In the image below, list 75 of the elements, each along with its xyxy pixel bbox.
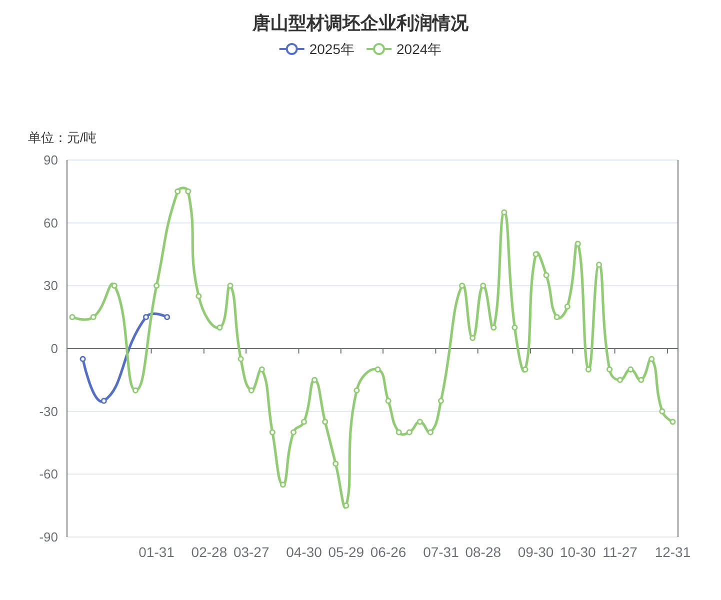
point: [322, 418, 328, 425]
point: [543, 272, 550, 278]
point: [269, 429, 276, 436]
x-tick-label: 07-31: [423, 544, 460, 560]
point: [585, 366, 592, 372]
point: [617, 376, 624, 383]
point: [164, 314, 170, 320]
point: [480, 282, 486, 289]
point: [385, 398, 392, 404]
point: [80, 356, 86, 362]
point: [648, 356, 655, 362]
point: [100, 398, 107, 404]
point: [332, 460, 339, 467]
point: [312, 376, 318, 383]
point: [300, 418, 308, 425]
point: [670, 418, 676, 425]
point: [512, 324, 518, 331]
point: [153, 282, 160, 289]
chart-title: 唐山型材调坯企业利润情况: [252, 13, 470, 33]
point: [554, 314, 560, 320]
point: [574, 240, 581, 247]
point: [606, 366, 613, 372]
point: [396, 429, 402, 436]
point: [416, 418, 423, 425]
x-tick-label: 02-28: [191, 544, 228, 560]
point: [659, 408, 666, 414]
point: [501, 209, 508, 216]
y-tick-label: -90: [39, 530, 58, 544]
point: [458, 282, 466, 289]
y-axis-title: 单位：元/吨: [28, 130, 97, 145]
point: [438, 398, 444, 404]
x-tick-label: 03-27: [233, 544, 270, 560]
y-tick-label: 0: [50, 341, 58, 356]
point: [374, 366, 381, 372]
point: [142, 314, 150, 320]
x-tick-label: 11-27: [602, 544, 638, 560]
y-tick-label: -30: [39, 404, 58, 419]
point: [470, 334, 476, 342]
point: [596, 262, 602, 268]
y-tick-label: 90: [44, 152, 58, 168]
point: [638, 376, 644, 383]
x-tick-label: 04-30: [286, 544, 322, 560]
y-tick-label: 30: [44, 278, 58, 294]
point: [196, 293, 202, 300]
point: [427, 429, 434, 436]
point: [216, 324, 223, 331]
x-tick-label: 01-31: [138, 544, 175, 560]
point: [132, 387, 139, 394]
x-tick-label: 08-28: [465, 544, 502, 560]
point: [248, 387, 254, 394]
point: [90, 314, 96, 320]
point: [238, 356, 244, 362]
x-tick-label: 06-26: [370, 544, 406, 560]
point: [111, 282, 118, 289]
x-tick-label: 10-30: [560, 544, 596, 560]
point: [628, 366, 634, 372]
point: [406, 429, 412, 436]
point: [174, 188, 181, 194]
point: [185, 188, 192, 194]
point: [490, 324, 497, 331]
x-tick-label: 09-30: [518, 544, 554, 560]
point: [290, 429, 297, 436]
point: [354, 387, 360, 394]
point: [227, 282, 234, 289]
y-tick-label: 60: [44, 215, 58, 230]
legend-label: 2024年: [396, 41, 442, 57]
point: [532, 251, 539, 258]
point: [564, 304, 570, 310]
point: [258, 366, 265, 372]
point: [69, 314, 76, 320]
legend-label: 2025年: [309, 41, 354, 57]
point: [280, 482, 286, 488]
x-tick-label: 12-31: [654, 544, 691, 560]
x-tick-label: 05-29: [328, 544, 364, 560]
y-tick-label: -60: [39, 466, 58, 482]
